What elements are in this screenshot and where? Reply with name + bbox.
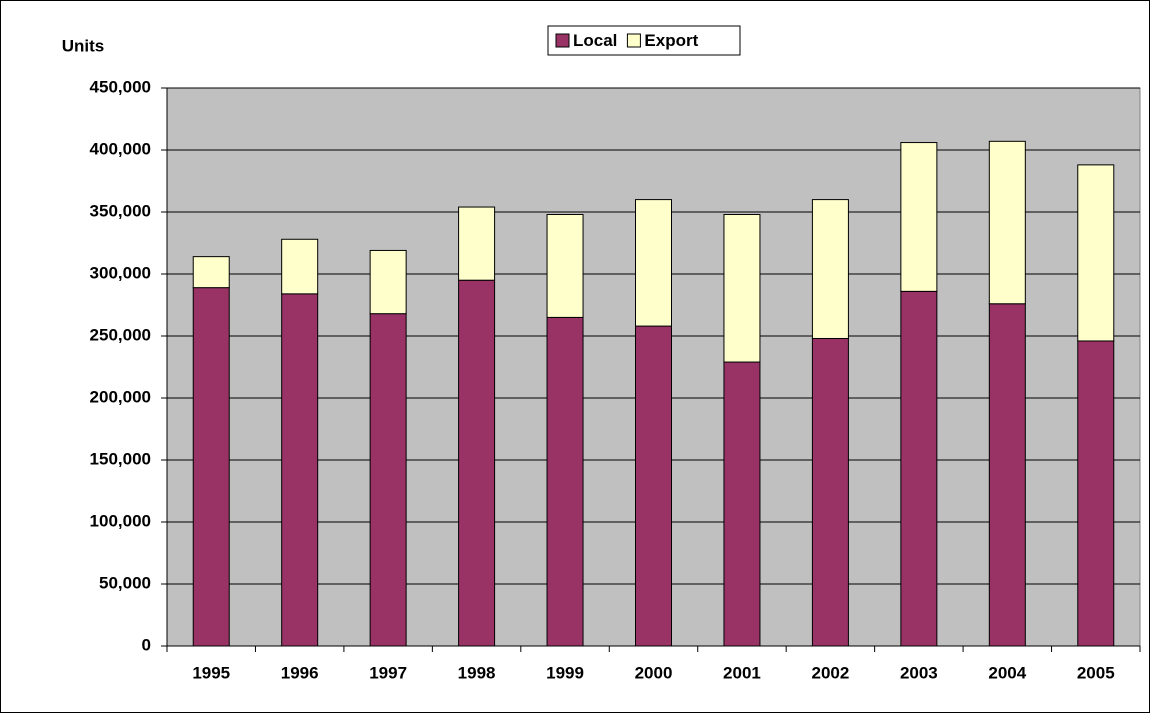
x-tick-label: 2001 [723, 663, 761, 682]
bar-segment [811, 337, 849, 647]
y-tick-label: 50,000 [99, 573, 151, 592]
legend-label: Local [573, 31, 617, 50]
y-tick-label: 250,000 [90, 325, 151, 344]
y-tick-label: 450,000 [90, 77, 151, 96]
y-tick-label: 100,000 [90, 511, 151, 530]
y-tick-label: 350,000 [90, 201, 151, 220]
bar-segment [635, 199, 672, 327]
bar-segment [192, 287, 230, 647]
bar-segment [1077, 164, 1115, 342]
x-tick-label: 2000 [635, 663, 673, 682]
bar-segment [369, 249, 407, 315]
bar-segment [458, 279, 496, 647]
bar-segment [281, 293, 319, 647]
bar-segment [546, 316, 584, 647]
y-axis-label: Units [62, 36, 105, 55]
bar-segment [192, 256, 230, 289]
x-tick-label: 2004 [988, 663, 1026, 682]
bar-segment [723, 361, 761, 647]
bar-segment [900, 142, 938, 292]
legend-label: Export [644, 31, 698, 50]
bar-segment [900, 290, 938, 647]
y-tick-label: 0 [142, 635, 151, 654]
x-tick-label: 2005 [1077, 663, 1115, 682]
bar-segment [281, 238, 319, 295]
x-tick-label: 1999 [546, 663, 584, 682]
x-tick-label: 2003 [900, 663, 938, 682]
y-tick-label: 150,000 [90, 449, 151, 468]
legend-swatch [626, 33, 641, 48]
y-tick-label: 400,000 [90, 139, 151, 158]
bar-segment [369, 313, 407, 647]
x-tick-label: 1995 [192, 663, 230, 682]
bar-segment [635, 325, 672, 647]
bar-segment [546, 213, 584, 318]
bar-segment [1077, 340, 1115, 647]
x-tick-label: 1998 [458, 663, 496, 682]
y-tick-label: 300,000 [90, 263, 151, 282]
x-tick-label: 1997 [369, 663, 407, 682]
y-tick-label: 200,000 [90, 387, 151, 406]
bar-segment [458, 206, 496, 281]
legend-swatch [555, 33, 570, 48]
x-tick-label: 2002 [811, 663, 849, 682]
bar-segment [988, 140, 1026, 305]
legend-box [547, 25, 741, 56]
bar-segment [723, 213, 761, 363]
x-tick-label: 1996 [281, 663, 319, 682]
bar-segment [988, 303, 1026, 647]
bar-segment [811, 199, 849, 339]
